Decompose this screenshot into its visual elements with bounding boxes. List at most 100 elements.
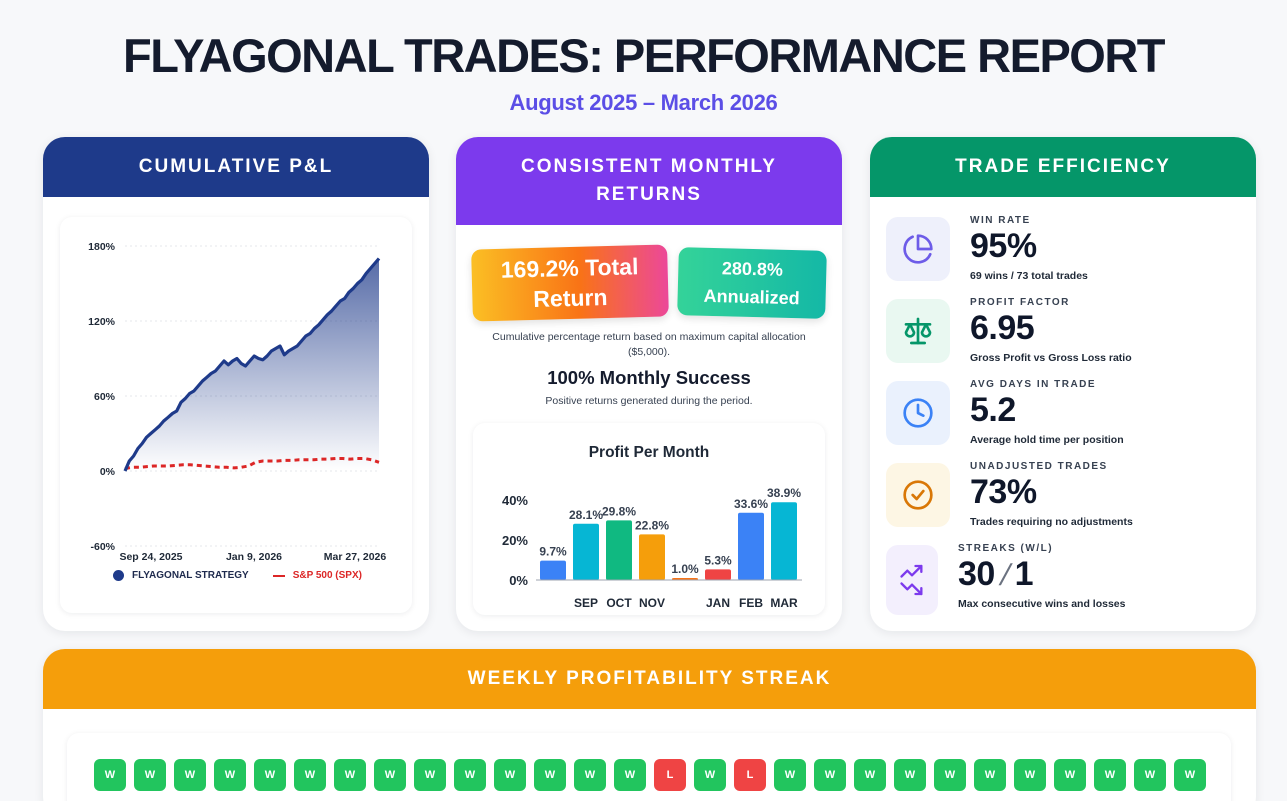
week-win: W	[814, 759, 846, 791]
profit-bar[interactable]	[771, 502, 797, 580]
profit-bar[interactable]	[639, 534, 665, 580]
strategy-area	[125, 258, 379, 471]
week-loss: L	[654, 759, 686, 791]
bar-value-label: 38.9%	[767, 486, 801, 500]
bar-value-label: 33.6%	[734, 497, 768, 511]
week-loss: L	[734, 759, 766, 791]
trend-icon	[886, 545, 938, 615]
week-win: W	[934, 759, 966, 791]
unadjusted-value: 73%	[970, 473, 1037, 511]
bar-value-label: 22.8%	[635, 518, 669, 532]
metric-avg-days: AVG DAYS IN TRADE 5.2 Average hold time …	[886, 379, 1240, 455]
bar-value-label: 1.0%	[671, 562, 699, 576]
trade-efficiency-header: TRADE EFFICIENCY	[870, 137, 1256, 197]
pnl-x-tick-label: Jan 9, 2026	[226, 551, 282, 563]
monthly-returns-card: CONSISTENT MONTHLY RETURNS 169.2% Total …	[456, 137, 842, 631]
bar-x-tick-label: FEB	[739, 596, 763, 610]
week-win: W	[494, 759, 526, 791]
week-win: W	[334, 759, 366, 791]
profit-per-month-chart: 0% 20% 40% 9.7% 28.1% SEP 29.8% OCT 22.8% NOV 1.0…	[502, 486, 802, 610]
week-win: W	[94, 759, 126, 791]
avg-days-desc: Average hold time per position	[970, 434, 1124, 446]
bar-x-tick-label: NOV	[639, 596, 665, 610]
cumulative-pnl-card: CUMULATIVE P&L -60% 0% 60% 120% 180% Sep 24,…	[43, 137, 429, 631]
week-win: W	[174, 759, 206, 791]
trade-efficiency-card: TRADE EFFICIENCY WIN RATE 95% 69 wins / …	[870, 137, 1256, 631]
metric-win-rate: WIN RATE 95% 69 wins / 73 total trades	[886, 215, 1240, 291]
week-win: W	[294, 759, 326, 791]
streaks-label: STREAKS (W/L)	[958, 543, 1054, 554]
legend-strategy-marker	[113, 570, 124, 581]
week-win: W	[1174, 759, 1206, 791]
week-win: W	[694, 759, 726, 791]
profit-chart-panel	[473, 423, 825, 615]
profit-bar[interactable]	[540, 560, 566, 580]
week-win: W	[1014, 759, 1046, 791]
pie-chart-icon	[886, 217, 950, 281]
legend-strategy-label: FLYAGONAL STRATEGY	[132, 570, 249, 581]
week-win: W	[1054, 759, 1086, 791]
weekly-streak-header: WEEKLY PROFITABILITY STREAK	[43, 649, 1256, 709]
week-win: W	[254, 759, 286, 791]
bar-x-tick-label: SEP	[574, 596, 598, 610]
week-win: W	[894, 759, 926, 791]
bar-y-tick-label: 0%	[509, 573, 528, 588]
returns-note: Cumulative percentage return based on ma…	[492, 331, 806, 358]
profit-bar[interactable]	[705, 569, 731, 580]
monthly-success-title: 100% Monthly Success	[547, 367, 751, 388]
streak-wins: 30	[958, 555, 995, 593]
page-title: FLYAGONAL TRADES: PERFORMANCE REPORT	[122, 29, 1166, 82]
metric-unadjusted-trades: UNADJUSTED TRADES 73% Trades requiring n…	[886, 461, 1240, 537]
week-win: W	[454, 759, 486, 791]
legend-item-strategy[interactable]: FLYAGONAL STRATEGY	[113, 570, 249, 581]
metric-streaks: STREAKS (W/L) 30/1 Max consecutive wins …	[886, 543, 1240, 619]
week-win: W	[414, 759, 446, 791]
streaks-value: 30/1	[958, 555, 1034, 594]
bar-value-label: 9.7%	[539, 545, 567, 559]
unadjusted-desc: Trades requiring no adjustments	[970, 516, 1133, 528]
cumulative-pnl-header: CUMULATIVE P&L	[43, 137, 429, 197]
profit-bar[interactable]	[573, 523, 599, 580]
check-circle-icon	[886, 463, 950, 527]
week-win: W	[974, 759, 1006, 791]
avg-days-value: 5.2	[970, 391, 1016, 429]
benchmark-line	[124, 457, 380, 470]
pnl-y-tick-label: 0%	[100, 466, 116, 478]
pnl-x-tick-label: Sep 24, 2025	[119, 551, 182, 563]
week-win: W	[854, 759, 886, 791]
win-rate-desc: 69 wins / 73 total trades	[970, 270, 1088, 282]
profit-factor-value: 6.95	[970, 309, 1035, 347]
profit-per-month-title: Profit Per Month	[588, 444, 710, 461]
page-subtitle: August 2025 – March 2026	[509, 90, 778, 115]
unadjusted-label: UNADJUSTED TRADES	[970, 461, 1108, 472]
streak-losses: 1	[1014, 555, 1034, 593]
cumulative-pnl-chart: -60% 0% 60% 120% 180% Sep 24, 2025 Jan 9, 202…	[88, 241, 387, 563]
streak-separator: /	[996, 559, 1014, 592]
monthly-returns-header: CONSISTENT MONTHLY RETURNS	[456, 137, 842, 225]
legend-benchmark-label: S&P 500 (SPX)	[292, 570, 362, 581]
bar-value-label: 29.8%	[602, 504, 636, 518]
avg-days-label: AVG DAYS IN TRADE	[970, 379, 1097, 390]
week-win: W	[534, 759, 566, 791]
week-win: W	[374, 759, 406, 791]
legend-item-benchmark[interactable]: S&P 500 (SPX)	[272, 570, 362, 581]
bar-y-tick-label: 40%	[502, 493, 528, 508]
bar-value-label: 5.3%	[704, 553, 732, 567]
profit-bar[interactable]	[606, 520, 632, 580]
streaks-desc: Max consecutive wins and losses	[958, 598, 1126, 610]
clock-icon	[886, 381, 950, 445]
pnl-legend: FLYAGONAL STRATEGY S&P 500 (SPX)	[113, 570, 362, 581]
win-rate-label: WIN RATE	[970, 215, 1031, 226]
legend-benchmark-marker	[272, 574, 285, 577]
week-win: W	[1134, 759, 1166, 791]
bar-value-label: 28.1%	[569, 508, 603, 522]
week-win: W	[134, 759, 166, 791]
pnl-y-tick-label: 60%	[94, 391, 116, 403]
profit-factor-desc: Gross Profit vs Gross Loss ratio	[970, 352, 1132, 364]
pnl-x-tick-label: Mar 27, 2026	[324, 551, 387, 563]
bar-x-tick-label: JAN	[706, 596, 730, 610]
strategy-line	[123, 257, 381, 472]
pnl-y-tick-label: 180%	[88, 241, 116, 253]
profit-bar[interactable]	[738, 512, 764, 580]
